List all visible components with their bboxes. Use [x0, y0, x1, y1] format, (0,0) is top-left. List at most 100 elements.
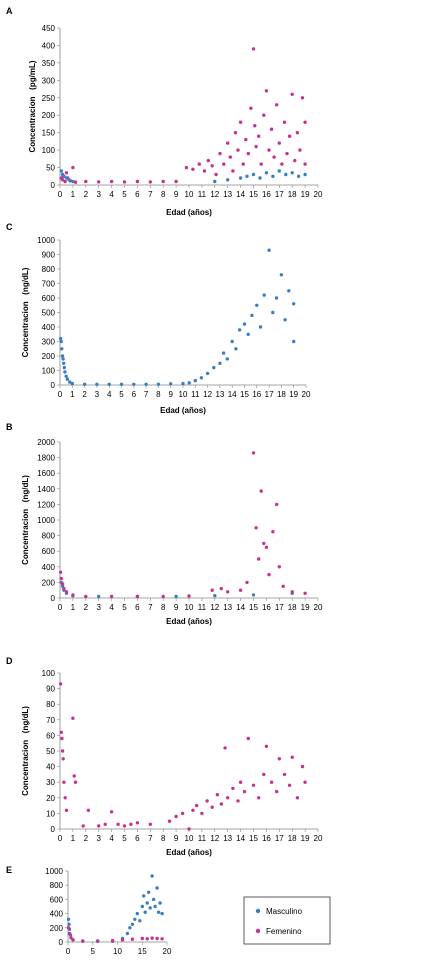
y-tick-label: 0 [51, 825, 56, 834]
data-point-masculino [169, 382, 173, 386]
data-point-femenino [254, 144, 258, 149]
data-point-femenino [219, 802, 223, 806]
data-point-masculino [292, 339, 296, 344]
x-tick-label: 12 [210, 834, 219, 843]
legend-label-masculino: Masculino [266, 907, 303, 916]
y-tick-label: 30 [46, 778, 55, 787]
y-tick-label: 20 [46, 794, 55, 803]
data-point-femenino [241, 162, 245, 166]
y-tick-label: 10 [46, 809, 55, 818]
data-point-femenino [303, 591, 307, 595]
x-tick-label: 11 [198, 190, 207, 199]
y-tick-label: 80 [46, 700, 55, 709]
data-point-femenino [245, 580, 249, 585]
data-point-femenino [269, 780, 274, 784]
x-tick-label: 14 [228, 390, 237, 399]
panel-letter: D [6, 656, 13, 666]
data-point-femenino [73, 780, 78, 784]
data-point-masculino [62, 174, 66, 178]
data-point-femenino [271, 530, 275, 534]
data-point-femenino [67, 931, 72, 936]
data-point-masculino [292, 302, 296, 306]
y-tick-label: 800 [42, 265, 56, 274]
data-point-femenino [264, 744, 269, 748]
series-femenino [58, 682, 307, 831]
y-tick-label: 1000 [45, 867, 63, 876]
data-point-femenino [81, 824, 85, 828]
y-tick-label: 450 [42, 24, 56, 33]
data-point-femenino [103, 822, 107, 826]
x-tick-label: 13 [215, 390, 224, 399]
data-point-masculino [138, 919, 142, 923]
data-point-femenino [219, 586, 223, 591]
data-point-femenino [191, 808, 195, 812]
x-tick-label: 17 [275, 190, 284, 199]
legend-marker-femenino [255, 928, 261, 934]
data-point-masculino [174, 594, 178, 599]
data-point-femenino [161, 179, 165, 184]
data-point-masculino [62, 361, 66, 365]
data-point-femenino [130, 937, 135, 941]
x-tick-label: 5 [122, 190, 127, 199]
y-tick-label: 200 [50, 924, 64, 933]
x-tick-label: 7 [144, 390, 149, 399]
data-point-masculino [68, 380, 72, 384]
series-masculino [59, 169, 307, 184]
data-point-femenino [238, 120, 243, 124]
data-point-femenino [64, 808, 69, 812]
x-tick-label: 4 [109, 603, 114, 612]
x-tick-label: 18 [288, 603, 297, 612]
data-point-masculino [242, 322, 247, 326]
x-tick-label: 2 [84, 834, 89, 843]
data-point-femenino [148, 180, 152, 184]
data-point-masculino [64, 176, 69, 180]
data-point-masculino [181, 381, 185, 386]
data-point-femenino [269, 127, 274, 131]
data-point-masculino [264, 171, 269, 175]
data-point-masculino [213, 179, 217, 184]
series-masculino [58, 248, 296, 386]
data-point-femenino [280, 162, 284, 166]
x-tick-label: 3 [96, 603, 101, 612]
x-tick-label: 16 [262, 603, 271, 612]
data-point-masculino [156, 910, 161, 914]
data-point-masculino [59, 339, 63, 344]
data-point-masculino [132, 382, 136, 386]
data-point-femenino [238, 780, 243, 784]
y-tick-label: 200 [42, 111, 56, 120]
data-point-femenino [262, 541, 266, 546]
x-tick-label: 5 [122, 834, 127, 843]
data-point-femenino [60, 178, 65, 182]
data-point-femenino [63, 796, 67, 800]
data-point-masculino [107, 382, 111, 386]
data-point-femenino [285, 151, 289, 156]
data-point-masculino [277, 169, 281, 173]
data-point-masculino [187, 381, 191, 385]
x-tick-label: 15 [240, 390, 249, 399]
data-point-masculino [251, 172, 256, 177]
x-tick-label: 19 [301, 603, 310, 612]
data-point-femenino [303, 780, 307, 784]
x-tick-label: 10 [113, 947, 122, 956]
x-tick-label: 15 [249, 190, 258, 199]
x-tick-label: 3 [96, 190, 101, 199]
data-point-femenino [254, 526, 258, 530]
y-tick-label: 250 [42, 94, 56, 103]
data-point-femenino [257, 557, 261, 561]
y-tick-label: 1000 [37, 516, 55, 525]
x-axis-label: Edad (años) [166, 848, 212, 857]
data-point-masculino [255, 303, 259, 307]
x-tick-label: 18 [288, 190, 297, 199]
data-point-femenino [262, 113, 266, 117]
data-point-masculino [133, 917, 137, 921]
x-tick-label: 6 [135, 834, 140, 843]
data-point-femenino [257, 796, 261, 800]
data-point-femenino [293, 158, 297, 163]
data-point-masculino [145, 901, 149, 905]
x-tick-label: 9 [174, 190, 179, 199]
y-tick-label: 1800 [37, 454, 55, 463]
data-point-masculino [303, 172, 307, 177]
data-point-femenino [200, 811, 204, 816]
y-tick-label: 400 [42, 41, 56, 50]
